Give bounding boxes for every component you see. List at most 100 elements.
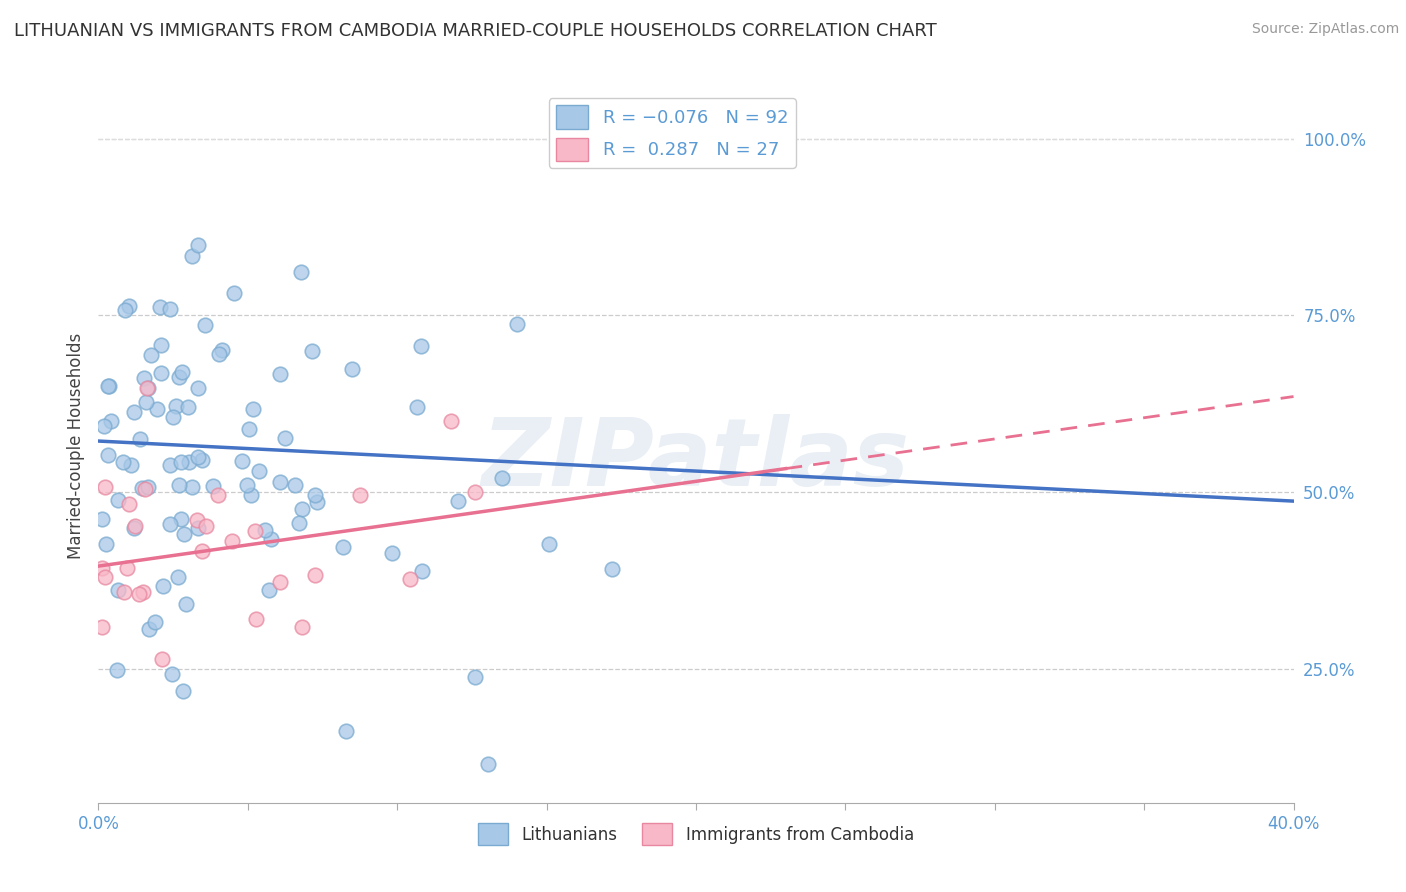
Legend: Lithuanians, Immigrants from Cambodia: Lithuanians, Immigrants from Cambodia: [471, 817, 921, 852]
Point: [231, 454, 253, 468]
Point: [167, 570, 190, 584]
Point: [269, 475, 291, 489]
Point: [124, 519, 146, 533]
Point: [191, 453, 214, 467]
Point: [222, 285, 245, 300]
Point: [211, 343, 233, 357]
Text: LITHUANIAN VS IMMIGRANTS FROM CAMBODIA MARRIED-COUPLE HOUSEHOLDS CORRELATION CHA: LITHUANIAN VS IMMIGRANTS FROM CAMBODIA M…: [14, 22, 936, 40]
Point: [307, 494, 329, 508]
Point: [335, 723, 357, 738]
Point: [98, 379, 121, 393]
Point: [93, 480, 115, 494]
Point: [253, 524, 276, 538]
Point: [207, 488, 229, 502]
Point: [170, 512, 193, 526]
Point: [477, 757, 499, 772]
Point: [238, 422, 260, 436]
Point: [406, 400, 429, 414]
Point: [269, 367, 291, 381]
Point: [411, 565, 433, 579]
Point: [381, 545, 404, 559]
Point: [122, 405, 145, 419]
Point: [134, 482, 156, 496]
Point: [107, 583, 129, 598]
Y-axis label: Married-couple Households: Married-couple Households: [66, 333, 84, 559]
Point: [93, 419, 115, 434]
Point: [128, 587, 150, 601]
Point: [440, 413, 463, 427]
Point: [131, 481, 153, 495]
Point: [118, 299, 141, 313]
Point: [90, 561, 112, 575]
Point: [152, 579, 174, 593]
Point: [398, 572, 420, 586]
Point: [169, 370, 191, 384]
Point: [187, 450, 209, 464]
Point: [221, 534, 243, 549]
Point: [447, 494, 470, 508]
Point: [274, 431, 297, 445]
Point: [290, 265, 312, 279]
Point: [194, 318, 217, 332]
Point: [191, 543, 214, 558]
Point: [173, 527, 195, 541]
Point: [291, 502, 314, 516]
Point: [105, 663, 128, 677]
Point: [464, 670, 486, 684]
Point: [143, 615, 166, 629]
Point: [304, 568, 326, 582]
Point: [243, 524, 266, 538]
Point: [159, 517, 181, 532]
Point: [409, 338, 432, 352]
Point: [172, 684, 194, 698]
Point: [141, 348, 163, 362]
Point: [149, 337, 172, 351]
Point: [180, 249, 202, 263]
Point: [187, 381, 209, 395]
Point: [179, 454, 201, 468]
Point: [174, 597, 197, 611]
Point: [132, 584, 155, 599]
Point: [177, 401, 200, 415]
Point: [124, 520, 146, 534]
Point: [136, 381, 159, 395]
Point: [129, 432, 152, 446]
Point: [138, 622, 160, 636]
Point: [94, 537, 117, 551]
Point: [260, 533, 283, 547]
Point: [90, 512, 112, 526]
Point: [149, 300, 172, 314]
Point: [159, 458, 181, 472]
Point: [291, 620, 314, 634]
Point: [349, 488, 371, 502]
Point: [332, 540, 354, 554]
Point: [169, 478, 191, 492]
Point: [194, 519, 217, 533]
Point: [111, 455, 134, 469]
Point: [91, 620, 114, 634]
Point: [180, 481, 202, 495]
Text: ZIPatlas: ZIPatlas: [482, 414, 910, 507]
Point: [134, 371, 156, 385]
Point: [112, 584, 135, 599]
Point: [94, 570, 117, 584]
Point: [120, 458, 142, 472]
Point: [464, 485, 486, 500]
Text: Source: ZipAtlas.com: Source: ZipAtlas.com: [1251, 22, 1399, 37]
Point: [600, 562, 623, 576]
Point: [242, 402, 264, 417]
Point: [284, 478, 307, 492]
Point: [340, 362, 363, 376]
Point: [187, 520, 209, 534]
Point: [160, 667, 183, 681]
Point: [170, 365, 193, 379]
Point: [159, 301, 181, 316]
Point: [247, 464, 270, 478]
Point: [150, 367, 173, 381]
Point: [146, 401, 169, 416]
Point: [136, 480, 159, 494]
Point: [118, 497, 141, 511]
Point: [506, 317, 529, 331]
Point: [245, 611, 267, 625]
Point: [187, 237, 209, 252]
